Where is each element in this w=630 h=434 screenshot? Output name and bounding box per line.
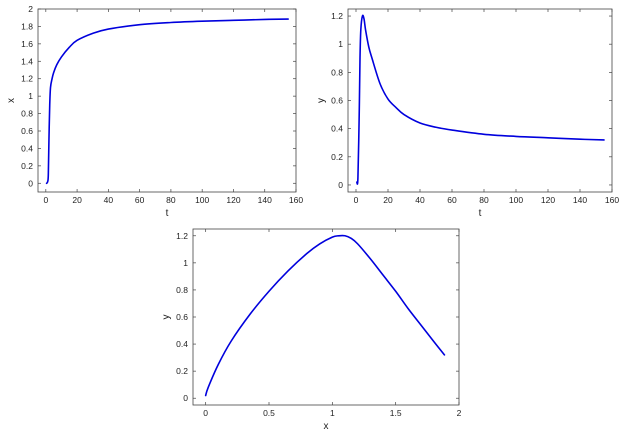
- x-tick-label: 80: [166, 195, 176, 205]
- y-axis-label: x: [6, 98, 17, 103]
- y-tick-label: 0.4: [21, 143, 33, 153]
- series-line: [204, 234, 446, 397]
- x-tick-label: 120: [226, 195, 240, 205]
- y-tick-label: 1: [28, 91, 33, 101]
- y-tick-label: 1.2: [21, 74, 33, 84]
- x-axis-label: t: [479, 208, 482, 219]
- x-tick-label: 60: [135, 195, 145, 205]
- y-tick-label: 0.6: [176, 312, 188, 322]
- x-tick-label: 100: [509, 195, 523, 205]
- y-tick-label: 2: [28, 4, 33, 14]
- chart-panel-3: 0 0.5 1 1.5 2 0 0.2 0.4 0.6 0.8 1 1.2 x y: [161, 228, 462, 432]
- x-axis-label: x: [324, 421, 329, 432]
- y-tick-label: 1: [183, 258, 188, 268]
- y-tick-label: 0.6: [21, 126, 33, 136]
- plot-frame: [192, 228, 460, 406]
- x-tick-label: 140: [258, 195, 272, 205]
- y-axis-label: y: [316, 98, 327, 103]
- x-tick-label: 160: [289, 195, 303, 205]
- y-tick-label: 0: [183, 393, 188, 403]
- y-tick-label: 1: [338, 39, 343, 49]
- x-tick-label: 160: [605, 195, 619, 205]
- x-tick-label: 140: [573, 195, 587, 205]
- y-tick-label: 0.8: [21, 109, 33, 119]
- y-tick-label: 0.2: [21, 161, 33, 171]
- x-tick-label: 40: [104, 195, 114, 205]
- y-tick-label: 0.4: [331, 124, 343, 134]
- x-tick-label: 1: [330, 408, 335, 418]
- series-line: [356, 14, 605, 185]
- y-tick-label: 0.4: [176, 339, 188, 349]
- plot-frame: [347, 8, 613, 193]
- x-tick-label: 120: [541, 195, 555, 205]
- y-tick-label: 0.8: [331, 67, 343, 77]
- x-tick-label: 0: [43, 195, 48, 205]
- x-tick-label: 80: [479, 195, 489, 205]
- x-tick-label: 60: [447, 195, 457, 205]
- y-tick-label: 0.8: [176, 285, 188, 295]
- x-tick-label: 0: [354, 195, 359, 205]
- y-tick-label: 1.2: [176, 231, 188, 241]
- y-tick-label: 0: [28, 178, 33, 188]
- x-tick-label: 2: [457, 408, 462, 418]
- x-tick-label: 0: [203, 408, 208, 418]
- y-tick-label: 0.2: [176, 366, 188, 376]
- x-tick-label: 40: [415, 195, 425, 205]
- y-tick-label: 0: [338, 180, 343, 190]
- x-axis-label: t: [166, 208, 169, 219]
- x-tick-label: 0.5: [263, 408, 275, 418]
- y-tick-label: 1.6: [21, 39, 33, 49]
- y-tick-label: 1.8: [21, 21, 33, 31]
- x-tick-label: 100: [195, 195, 209, 205]
- y-tick-label: 0.2: [331, 152, 343, 162]
- y-axis-label: y: [161, 315, 172, 320]
- x-tick-label: 1.5: [390, 408, 402, 418]
- chart-panel-2: 0 20 40 60 80 100 120 140 160 0 0.2 0.4 0.6 0.8 1 1.2 t y: [316, 8, 619, 219]
- plot-frame: [37, 8, 297, 193]
- x-tick-label: 20: [383, 195, 393, 205]
- series-line: [45, 18, 289, 185]
- x-tick-label: 20: [72, 195, 82, 205]
- y-tick-label: 1.2: [331, 11, 343, 21]
- y-tick-label: 0.6: [331, 96, 343, 106]
- y-tick-label: 1.4: [21, 56, 33, 66]
- chart-panel-1: 0 20 40 60 80 100 120 140 160 0 0.2 0.4 0.6 0.8 1 1.2 1.…: [6, 4, 303, 219]
